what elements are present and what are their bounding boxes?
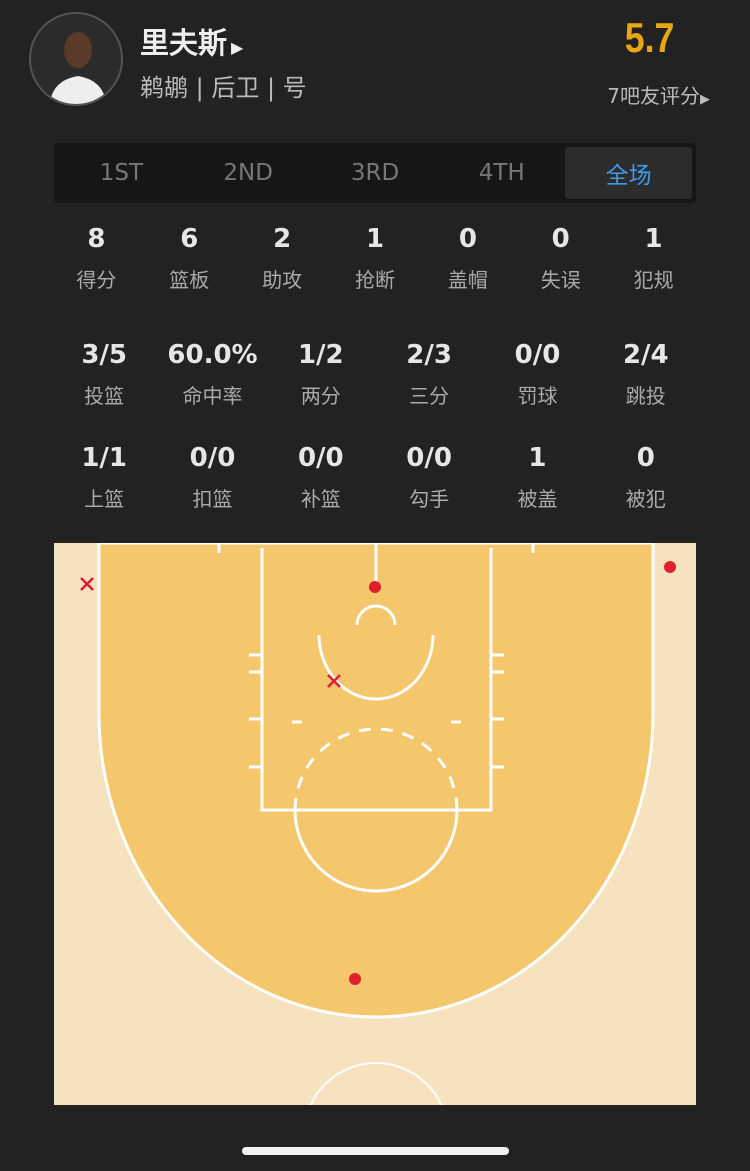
stat-label: 跳投 (625, 384, 666, 408)
player-rating: 5.7 (624, 14, 674, 61)
stat-label: 篮板 (169, 268, 210, 292)
player-photo (31, 14, 121, 104)
stat-value: 3/5 (81, 340, 127, 370)
stat-item: 1/1 上篮 (50, 443, 158, 512)
stat-label: 犯规 (633, 268, 674, 292)
free-throw-circle (293, 809, 459, 893)
stat-label: 得分 (76, 268, 117, 292)
home-indicator[interactable] (242, 1147, 509, 1155)
stat-item: 0/0 勾手 (375, 443, 483, 512)
stat-label: 上篮 (84, 487, 125, 511)
center-circle (309, 1062, 443, 1105)
shooting-stats-row: 3/5 投篮 60.0% 命中率 1/2 两分 2/3 三分 0/0 罚球 2/4 跳投 (50, 340, 700, 409)
rating-link[interactable]: 7吧友评分▶ (607, 84, 710, 108)
stat-value: 1 (365, 224, 385, 254)
stat-item: 0/0 补篮 (267, 443, 375, 512)
tab-1st[interactable]: 1ST (99, 160, 144, 186)
stat-label: 扣篮 (192, 487, 233, 511)
missed-shot-marker (80, 577, 94, 591)
missed-shot-marker (327, 674, 341, 688)
made-shot-marker (369, 581, 381, 593)
tab-2nd[interactable]: 2ND (223, 160, 273, 186)
stat-value: 0 (458, 224, 477, 254)
period-tabs: 1ST 2ND 3RD 4TH 全场 (54, 143, 696, 203)
stat-value: 0/0 (297, 443, 344, 473)
stat-label: 被盖 (517, 487, 558, 511)
shot-type-stats-row: 1/1 上篮 0/0 扣篮 0/0 补篮 0/0 勾手 1 被盖 0 被犯 (50, 443, 700, 512)
stat-value: 6 (180, 224, 199, 254)
stat-value: 0 (551, 224, 570, 254)
made-shot-marker (349, 973, 361, 985)
stat-item: 60.0% 命中率 (158, 340, 266, 409)
stat-item: 1 犯规 (607, 224, 700, 293)
player-name[interactable]: 里夫斯 ▶ (140, 26, 244, 60)
play-arrow-icon: ▶ (231, 38, 244, 57)
stat-value: 2/3 (406, 340, 452, 370)
stat-label: 三分 (409, 384, 450, 408)
stat-item: 0/0 罚球 (483, 340, 591, 409)
court-ticks (217, 543, 535, 724)
stat-label: 助攻 (262, 268, 303, 292)
stat-value: 0/0 (406, 443, 452, 473)
stat-label: 命中率 (182, 384, 243, 408)
stat-item: 6 篮板 (143, 224, 236, 293)
stat-label: 失误 (540, 268, 581, 292)
stat-value: 2 (273, 224, 292, 254)
three-point-line (97, 543, 655, 1019)
player-team-position: 鹈鹕 | 后卫 | 号 (140, 74, 307, 102)
stat-value: 8 (87, 224, 106, 254)
stat-item: 3/5 投篮 (50, 340, 158, 409)
stat-value: 1 (644, 224, 663, 254)
basic-stats-row: 8 得分 6 篮板 2 助攻 1 抢断 0 盖帽 0 失误 1 犯规 (50, 224, 700, 293)
stat-value: 60.0% (167, 340, 258, 370)
stat-value: 1 (528, 443, 547, 473)
stat-item: 1 抢断 (329, 224, 422, 293)
stat-value: 1/1 (81, 443, 127, 473)
stat-label: 投篮 (84, 384, 125, 408)
stat-value: 1/2 (297, 340, 344, 370)
stat-value: 0 (636, 443, 655, 473)
stat-item: 2 助攻 (236, 224, 329, 293)
made-shot-marker (664, 561, 676, 573)
restricted-arc (355, 604, 397, 626)
paint-lane (260, 548, 493, 812)
stat-label: 被犯 (625, 487, 666, 511)
stat-label: 抢断 (355, 268, 395, 292)
stat-item: 0 失误 (514, 224, 607, 293)
inner-arc (317, 634, 435, 701)
stat-label: 勾手 (409, 487, 450, 511)
player-avatar[interactable] (29, 12, 123, 106)
stat-item: 8 得分 (50, 224, 143, 293)
play-arrow-icon: ▶ (700, 92, 710, 107)
stat-value: 0/0 (189, 443, 236, 473)
stat-label: 补篮 (300, 487, 341, 511)
tab-4th[interactable]: 4TH (478, 160, 525, 186)
stat-item: 1 被盖 (483, 443, 591, 512)
stat-item: 0 盖帽 (421, 224, 514, 293)
stat-label: 两分 (300, 384, 341, 408)
stat-label: 盖帽 (447, 268, 488, 292)
lane-hash-marks (249, 653, 504, 769)
tab-full-game[interactable]: 全场 (565, 147, 692, 199)
shot-chart (54, 543, 696, 1105)
stat-item: 0 被犯 (592, 443, 700, 512)
stat-item: 1/2 两分 (267, 340, 375, 409)
stat-item: 2/3 三分 (375, 340, 483, 409)
stat-value: 2/4 (622, 340, 669, 370)
stat-item: 0/0 扣篮 (158, 443, 266, 512)
stat-value: 0/0 (514, 340, 561, 370)
tab-3rd[interactable]: 3RD (350, 160, 400, 186)
stat-item: 2/4 跳投 (592, 340, 700, 409)
stat-label: 罚球 (517, 384, 558, 408)
